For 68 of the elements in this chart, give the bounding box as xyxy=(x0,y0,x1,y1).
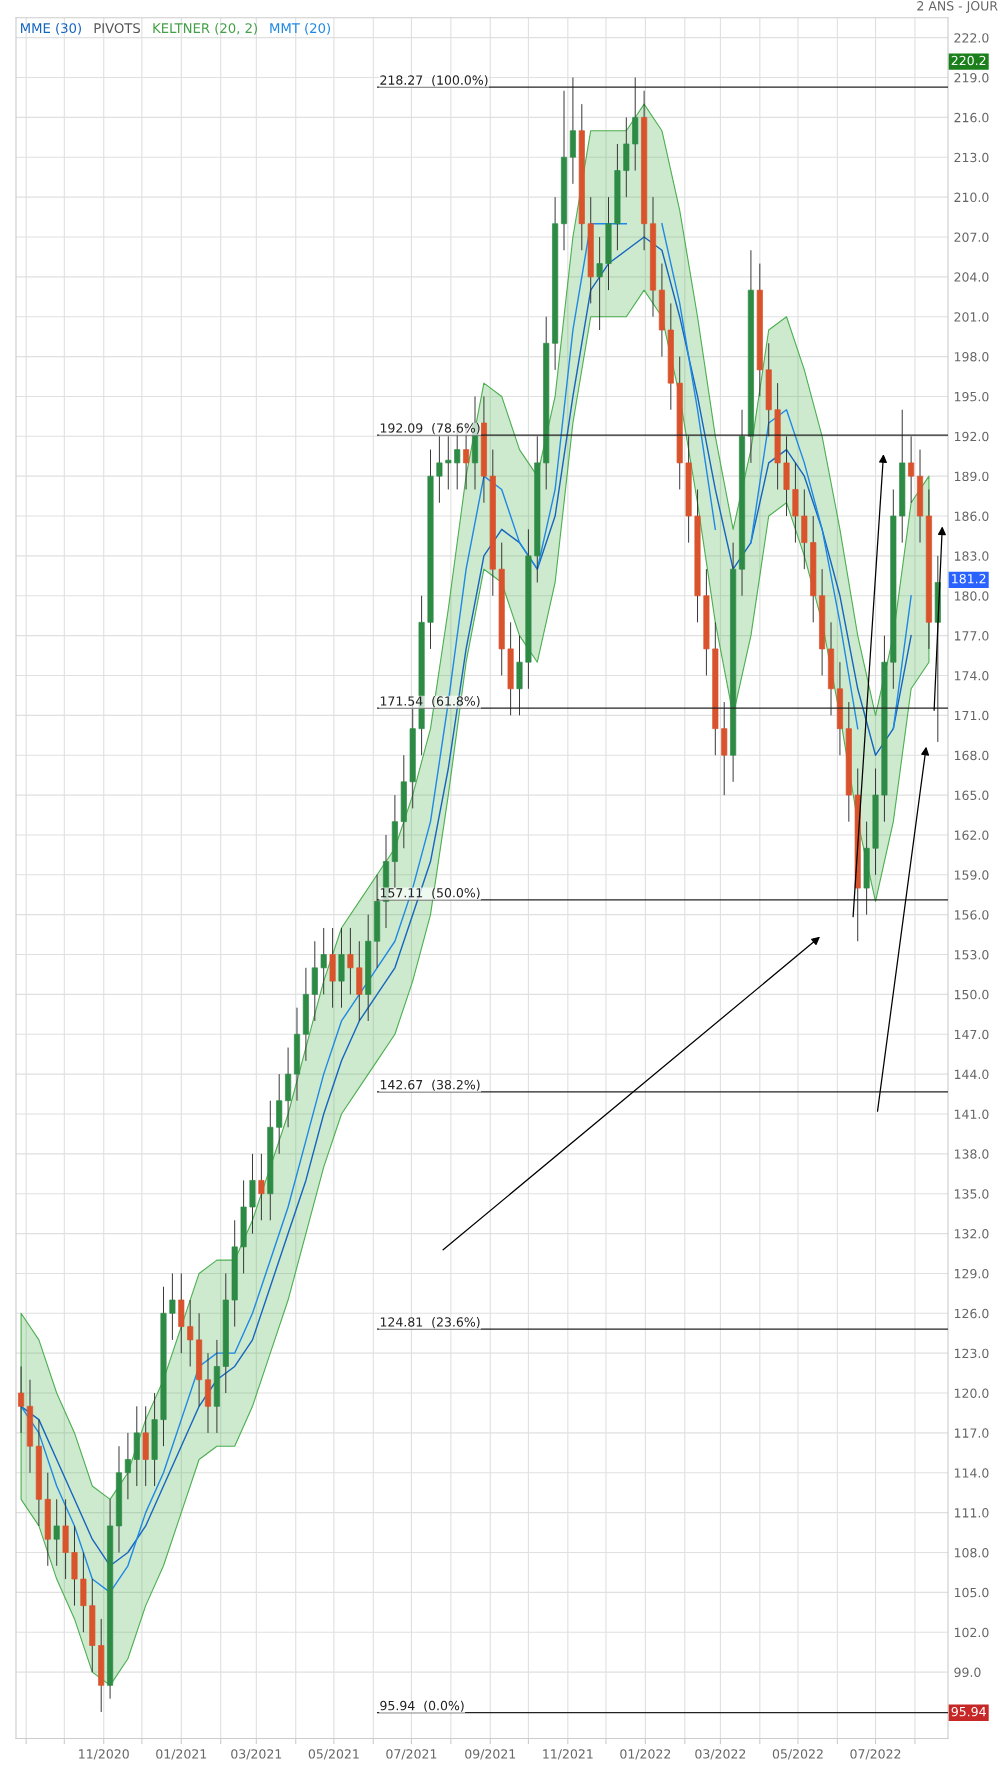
y-tick-label: 177.0 xyxy=(954,631,989,641)
y-tick-label: 135.0 xyxy=(954,1189,989,1199)
x-tick-label: 05/2021 xyxy=(308,1749,359,1760)
y-tick-label: 147.0 xyxy=(954,1029,989,1040)
y-tick-label: 111.0 xyxy=(954,1508,989,1518)
x-tick-label: 11/2020 xyxy=(79,1749,129,1760)
y-tick-label: 102.0 xyxy=(954,1627,989,1638)
ref-line-label: 124.81 (23.6%) xyxy=(380,1317,480,1329)
y-tick-label: 99.0 xyxy=(954,1667,981,1678)
text: 2 ANS - JOUR xyxy=(917,1,998,13)
annotation: 95.94 xyxy=(951,1706,986,1717)
ref-line-label: 95.94 (0.0%) xyxy=(380,1700,464,1712)
x-tick-label: 03/2021 xyxy=(231,1749,282,1760)
y-tick-label: 144.0 xyxy=(954,1069,989,1080)
y-tick-label: 117.0 xyxy=(954,1428,989,1438)
x-tick-label: 07/2021 xyxy=(386,1749,437,1760)
y-tick-label: 207.0 xyxy=(954,232,989,242)
annotation: PIVOTS xyxy=(94,23,141,34)
ref-line-label: 171.54 (61.8%) xyxy=(380,696,480,708)
y-tick-label: 123.0 xyxy=(954,1348,989,1359)
y-tick-label: 156.0 xyxy=(954,910,989,920)
y-tick-label: 129.0 xyxy=(954,1268,989,1279)
y-tick-label: 204.0 xyxy=(954,272,989,282)
y-tick-label: 165.0 xyxy=(954,790,989,801)
y-tick-label: 174.0 xyxy=(954,670,989,681)
x-tick-label: 01/2021 xyxy=(156,1749,207,1760)
y-tick-label: 171.0 xyxy=(954,710,989,721)
y-tick-label: 201.0 xyxy=(954,312,989,322)
y-tick-label: 114.0 xyxy=(954,1468,989,1478)
y-tick-label: 186.0 xyxy=(954,511,989,521)
y-tick-label: 189.0 xyxy=(954,471,989,482)
annotation: 220.2 xyxy=(951,55,986,66)
text: MME (30) xyxy=(21,22,81,35)
y-tick-label: 183.0 xyxy=(954,551,989,561)
ref-line-label: 157.11 (50.0%) xyxy=(380,887,480,899)
y-tick-label: 180.0 xyxy=(954,591,989,601)
x-tick-label: 01/2022 xyxy=(620,1749,671,1760)
y-tick-label: 138.0 xyxy=(954,1149,989,1159)
x-tick-label: 11/2021 xyxy=(543,1749,593,1760)
y-tick-label: 132.0 xyxy=(954,1229,989,1239)
y-tick-label: 126.0 xyxy=(954,1308,989,1319)
y-tick-label: 159.0 xyxy=(954,870,989,880)
y-tick-label: 198.0 xyxy=(954,352,989,362)
text: MMT (20) xyxy=(270,22,330,35)
y-tick-label: 153.0 xyxy=(954,950,989,960)
ref-line-label: 142.67 (38.2%) xyxy=(380,1079,480,1091)
y-tick-label: 195.0 xyxy=(954,391,989,402)
ref-line-label: 192.09 (78.6%) xyxy=(380,423,480,435)
x-tick-label: 03/2022 xyxy=(695,1749,746,1760)
y-tick-label: 141.0 xyxy=(954,1109,989,1119)
y-tick-label: 219.0 xyxy=(954,73,989,83)
y-tick-label: 213.0 xyxy=(954,152,989,163)
y-tick-label: 210.0 xyxy=(954,192,989,203)
y-tick-label: 108.0 xyxy=(954,1547,989,1558)
y-tick-label: 222.0 xyxy=(954,33,989,43)
x-tick-label: 09/2021 xyxy=(465,1749,516,1760)
y-tick-label: 162.0 xyxy=(954,830,989,840)
y-tick-label: 105.0 xyxy=(954,1587,989,1598)
y-tick-label: 150.0 xyxy=(954,989,989,1000)
ref-line-label: 218.27 (100.0%) xyxy=(380,75,488,87)
y-tick-label: 120.0 xyxy=(954,1388,989,1398)
x-tick-label: 05/2022 xyxy=(772,1749,823,1760)
y-tick-label: 216.0 xyxy=(954,112,989,123)
annotation: KELTNER (20, 2) xyxy=(153,22,257,35)
x-tick-label: 07/2022 xyxy=(850,1749,901,1760)
annotation: 181.2 xyxy=(952,573,986,584)
y-tick-label: 168.0 xyxy=(954,750,989,761)
y-tick-label: 192.0 xyxy=(954,431,989,442)
